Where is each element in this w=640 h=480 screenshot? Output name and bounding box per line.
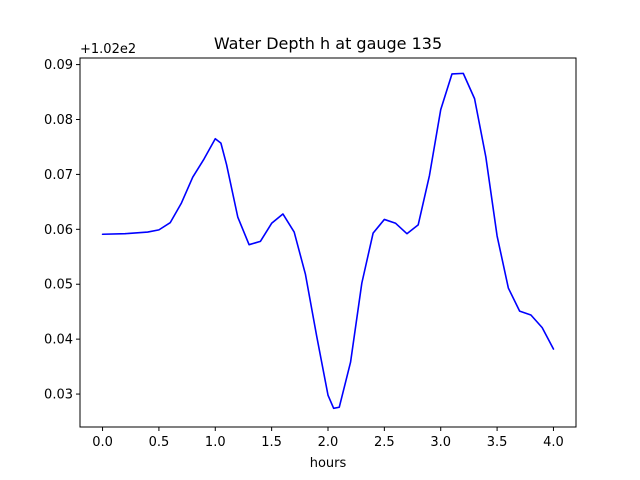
y-tick-label: 0.04: [44, 333, 73, 348]
x-tick-label: 3.5: [487, 435, 508, 450]
x-tick-label: 2.0: [318, 435, 339, 450]
plot-area: 0.0 0.5 1.0 1.5 2.0 2.5 3.0 3.5 4.0 0.03 0.04 0.05 0…: [44, 57, 577, 450]
plot-frame: [79, 57, 577, 428]
x-tick-label: 3.0: [430, 435, 451, 450]
x-tick-label: 1.0: [205, 435, 226, 450]
y-tick-label: 0.07: [44, 168, 73, 183]
x-tick-label: 0.5: [149, 435, 170, 450]
y-tick-label: 0.09: [44, 58, 73, 73]
x-tick-label: 4.0: [543, 435, 564, 450]
x-axis-label: hours: [310, 456, 347, 471]
y-tick-label: 0.05: [44, 278, 73, 293]
x-tick-label: 0.0: [92, 435, 113, 450]
y-axis-offset-label: +1.02e2: [80, 42, 136, 57]
y-tick-label: 0.08: [44, 113, 73, 128]
y-tick-label: 0.03: [44, 388, 73, 403]
chart-title: Water Depth h at gauge 135: [214, 34, 442, 53]
y-tick-label: 0.06: [44, 223, 73, 238]
series-line-0: [101, 72, 555, 410]
x-tick-label: 1.5: [261, 435, 282, 450]
x-tick-label: 2.5: [374, 435, 395, 450]
